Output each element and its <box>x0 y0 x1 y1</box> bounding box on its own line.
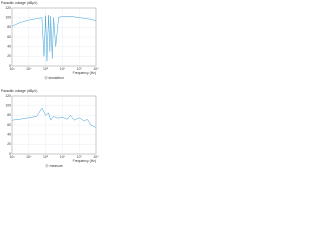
panel-caption: ⓐ simulation <box>44 75 64 80</box>
x-tick-label: 10⁴ <box>26 67 32 71</box>
y-tick-label: 0 <box>9 64 11 68</box>
y-tick-label: 40 <box>7 45 11 49</box>
plot-frame <box>11 7 97 67</box>
x-tick-label: 10⁷ <box>77 67 83 71</box>
y-tick-label: 60 <box>7 35 11 39</box>
x-tick-label: 10⁷ <box>77 155 83 159</box>
y-tick-label: 80 <box>7 113 11 117</box>
x-tick-label: 10⁴ <box>26 155 32 159</box>
y-tick-label: 20 <box>7 142 11 146</box>
x-axis-label: Frequency (Hz) <box>73 71 96 75</box>
plot-frame <box>11 95 97 155</box>
y-axis-label: Parasitic voltage (dBµV) <box>1 1 37 5</box>
x-tick-label: 10⁶ <box>60 155 66 159</box>
data-line <box>11 15 97 62</box>
chart-figure: Parasitic voltage (dBµV) 0 20 40 60 80 100 120 1… <box>1 1 99 168</box>
x-tick-label: 10⁵ <box>43 67 49 71</box>
x-axis-label: Frequency (Hz) <box>73 159 96 163</box>
x-tick-label: 10⁸ <box>93 155 99 159</box>
y-tick-label: 120 <box>5 94 11 98</box>
y-tick-label: 100 <box>5 104 11 108</box>
x-tick-label: 10⁶ <box>60 67 66 71</box>
y-tick-label: 100 <box>5 16 11 20</box>
y-tick-label: 20 <box>7 54 11 58</box>
y-tick-label: 80 <box>7 25 11 29</box>
panel-caption: ⓑ measure <box>45 163 63 168</box>
y-axis-label: Parasitic voltage (dBµV) <box>1 89 37 93</box>
y-tick-label: 0 <box>9 152 11 156</box>
x-tick-label: 10³ <box>10 67 16 71</box>
y-tick-label: 60 <box>7 123 11 127</box>
data-line <box>11 107 97 128</box>
y-tick-label: 40 <box>7 133 11 137</box>
x-tick-label: 10³ <box>10 155 16 159</box>
x-tick-label: 10⁸ <box>93 67 99 71</box>
y-tick-label: 120 <box>5 6 11 10</box>
x-tick-label: 10⁵ <box>43 155 49 159</box>
